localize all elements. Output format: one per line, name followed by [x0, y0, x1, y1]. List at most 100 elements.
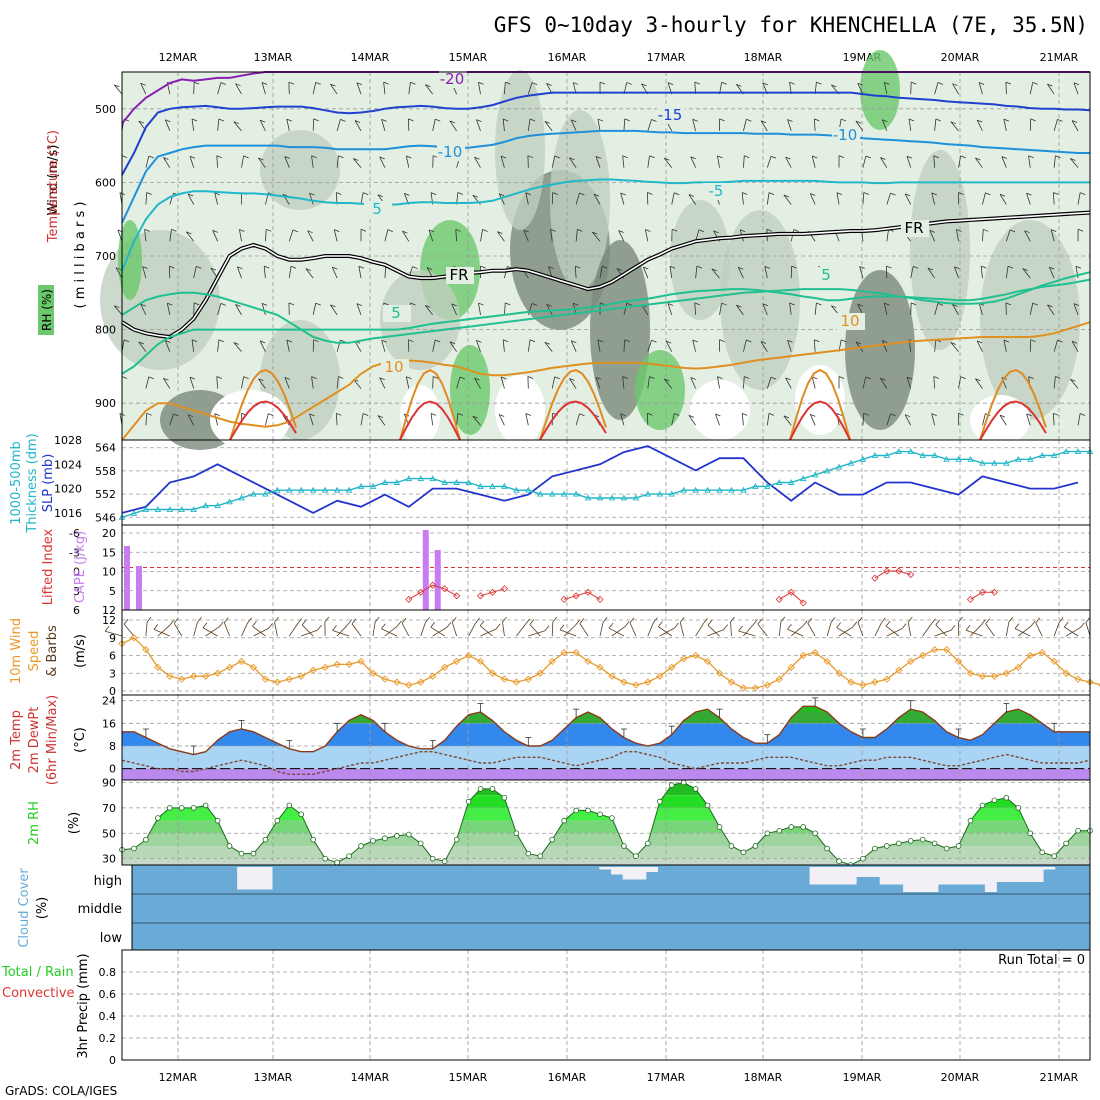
- lifted-index-point: [584, 588, 592, 596]
- wind-barb-flag: [360, 228, 367, 232]
- thickness-point: [919, 452, 926, 458]
- wind-barb: [301, 629, 318, 637]
- rh-shade: [380, 270, 460, 370]
- wind-barb: [978, 82, 983, 95]
- wind-barb: [259, 340, 266, 352]
- wind-barb-flag: [785, 156, 791, 160]
- cloud-clear-cell: [996, 867, 1009, 882]
- wind-speed-point: [823, 657, 831, 666]
- wind-barb: [164, 340, 171, 352]
- wind-barb-flag: [247, 617, 252, 624]
- upper-rh-label: RH (%): [40, 289, 54, 331]
- wind-barb-flag: [495, 623, 501, 630]
- wind-barb-flag: [985, 192, 991, 196]
- wind-barb: [478, 82, 481, 95]
- wind-speed-point: [1002, 669, 1010, 677]
- y-tick-right: 1016: [54, 507, 82, 520]
- wind-speed-point: [966, 669, 975, 677]
- thickness-point: [525, 486, 532, 493]
- wind-barb: [570, 119, 577, 132]
- wind-barb-flag: [313, 339, 319, 343]
- wind-barb: [472, 415, 481, 426]
- wind-speed-point: [608, 672, 616, 680]
- wind-barb: [933, 155, 936, 168]
- thickness-point: [1050, 452, 1058, 458]
- isotherm-warm-loop: [539, 369, 607, 441]
- wind-barb-flag: [191, 118, 198, 122]
- wind-barb-flag: [1075, 265, 1082, 269]
- wind-barb-flag: [950, 121, 956, 125]
- wind-barb: [599, 266, 603, 279]
- wind-speed-point: [464, 651, 473, 660]
- thickness-point: [477, 482, 484, 489]
- y-tick-left: 0: [73, 566, 80, 579]
- y-tick: 3: [109, 667, 116, 680]
- wind-barb-flag: [406, 376, 412, 380]
- wind-barb: [153, 629, 170, 637]
- wind-barb-flag: [284, 156, 290, 159]
- wind-barb: [332, 630, 350, 637]
- thickness-point: [871, 452, 879, 458]
- wind-barb: [593, 193, 601, 205]
- wind-barb-flag: [525, 413, 531, 416]
- wind-barb-flag: [575, 619, 580, 626]
- cape-bar: [135, 566, 142, 610]
- lifted-index-line: [408, 584, 457, 600]
- wind-barb-flag: [865, 155, 871, 159]
- wind-barb: [381, 340, 386, 352]
- wind-barb-flag: [500, 155, 507, 159]
- wind-barb-flag: [937, 302, 944, 306]
- wind-barb: [1026, 192, 1031, 205]
- wind-barb-flag: [499, 414, 505, 417]
- wind-barb: [711, 268, 720, 279]
- wind-barb: [970, 624, 982, 637]
- wind-barb: [502, 118, 505, 131]
- thickness-point: [991, 459, 998, 466]
- wind-speed-point: [907, 657, 915, 666]
- wind-barb: [1003, 119, 1007, 131]
- rh-point: [334, 859, 340, 866]
- wind-speed-point: [261, 675, 270, 683]
- isotherm-warm-loop: [399, 368, 461, 441]
- thickness-point: [907, 448, 915, 455]
- rh-point: [860, 855, 866, 862]
- wind-barb: [1053, 622, 1060, 637]
- date-tick-bottom: 17MAR: [647, 1071, 686, 1084]
- wind-barb: [449, 120, 457, 132]
- wind-barb: [169, 413, 174, 426]
- wind-barb: [622, 376, 625, 389]
- wind-barb: [405, 155, 410, 168]
- wind-barb: [1077, 413, 1081, 426]
- wind-barb-flag: [425, 617, 430, 623]
- wind-barb-flag: [435, 118, 441, 122]
- rh-shade: [845, 270, 915, 430]
- wind-speed-point: [452, 657, 461, 666]
- wind-barb-flag: [546, 83, 552, 86]
- thickness-point: [1074, 448, 1082, 455]
- wind-speed-point: [859, 681, 867, 689]
- rh-point: [609, 815, 615, 821]
- wind-barb-flag: [931, 618, 936, 625]
- wind-barb-flag: [865, 376, 871, 380]
- rh-band: [122, 795, 1090, 808]
- y-tick: 900: [95, 397, 116, 410]
- wind-barb: [883, 303, 888, 315]
- wind-barb: [1024, 230, 1031, 242]
- wind-barb-flag: [425, 84, 431, 87]
- wind-barb-flag: [1055, 376, 1061, 379]
- wind-barb-flag: [857, 303, 863, 307]
- wind-barb: [476, 340, 481, 352]
- rh-point: [358, 843, 364, 849]
- wind-speed-point: [883, 675, 891, 683]
- wind-barb-flag: [476, 119, 482, 122]
- thickness-point: [178, 506, 186, 512]
- wind-barb-flag: [692, 339, 698, 343]
- thickness-point: [811, 471, 819, 478]
- wind-barb-flag: [622, 155, 628, 159]
- wind-barb: [360, 413, 364, 426]
- wind-speed-point: [225, 663, 234, 671]
- cloud-clear-cell: [611, 867, 623, 875]
- isotherm-5: [121, 278, 1091, 375]
- wind-barb: [738, 630, 756, 637]
- wind-barb: [331, 266, 338, 279]
